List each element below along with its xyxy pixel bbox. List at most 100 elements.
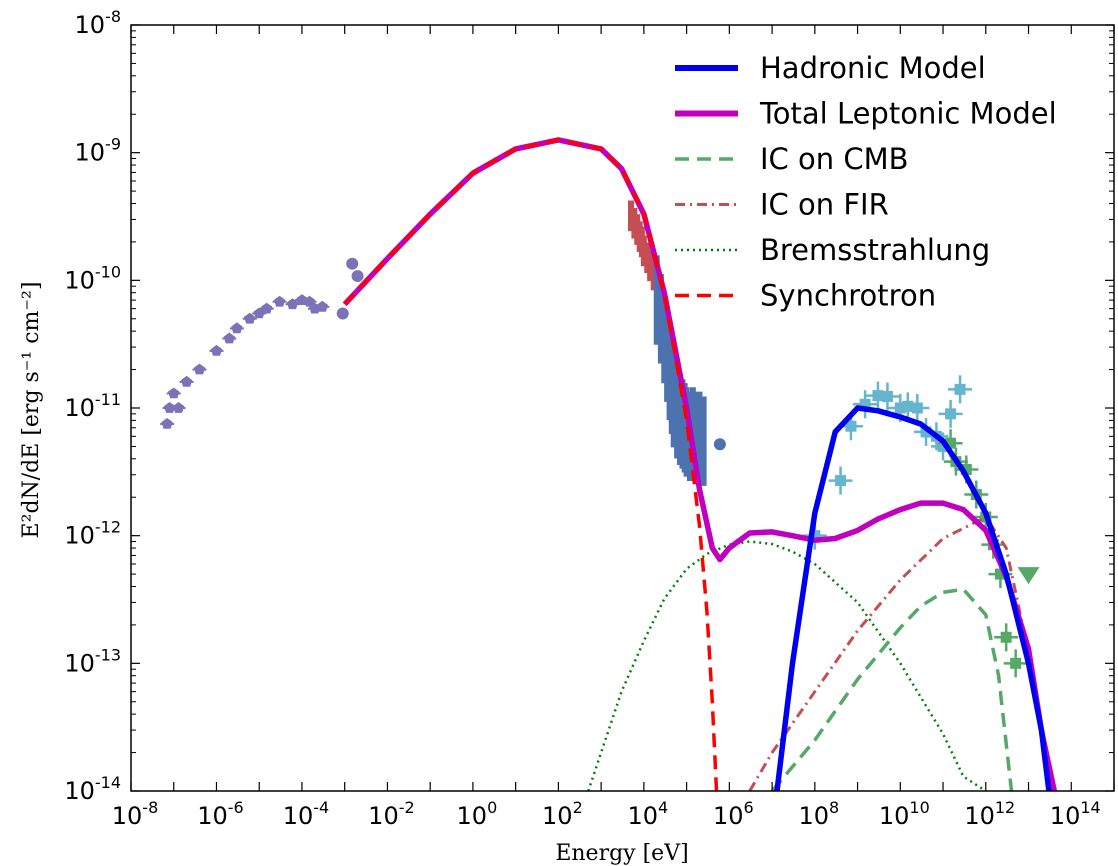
observation-fermi — [802, 375, 973, 550]
tick-exponent: -14 — [95, 773, 121, 792]
x-tick-label: 10-2 — [368, 798, 415, 830]
data-point — [881, 391, 893, 403]
series-hadronic-model — [774, 405, 1052, 791]
observation-xray-point — [713, 438, 726, 451]
tick-base: 10 — [64, 394, 95, 422]
x-tick-label: 1010 — [879, 798, 930, 830]
data-point — [253, 307, 265, 319]
x-tick-label: 10-4 — [283, 798, 330, 830]
tick-exponent: 8 — [829, 798, 839, 817]
x-tick-label: 106 — [713, 798, 754, 830]
legend-label: Synchrotron — [760, 279, 936, 313]
tick-base: 10 — [628, 802, 659, 830]
tick-exponent: 10 — [909, 798, 929, 817]
data-point — [244, 312, 256, 324]
series-synchrotron — [343, 138, 719, 791]
data-point — [945, 437, 957, 449]
x-tick-label: 104 — [628, 798, 669, 830]
x-tick-label: 102 — [542, 798, 583, 830]
y-tick-label: 10-8 — [75, 7, 122, 39]
tick-exponent: 4 — [658, 798, 668, 817]
y-tick-label: 10-13 — [64, 645, 121, 677]
data-point — [168, 387, 180, 399]
data-point — [273, 295, 286, 307]
tick-base: 10 — [75, 11, 106, 39]
y-tick-label: 10-12 — [64, 518, 121, 550]
x-tick-label: 1012 — [964, 798, 1015, 830]
legend: Hadronic Model Total Leptonic Model IC on … — [675, 51, 1057, 313]
data-point — [920, 426, 932, 438]
data-point — [303, 295, 316, 307]
legend-label: IC on CMB — [760, 142, 909, 176]
tick-exponent: -9 — [105, 135, 121, 154]
series-ic-on-cmb — [770, 587, 1014, 791]
observation-radio2 — [336, 257, 364, 320]
observation-radio — [160, 294, 330, 429]
data-point — [163, 402, 176, 413]
data-point — [894, 402, 906, 414]
legend-label: IC on FIR — [760, 188, 889, 222]
data-point — [346, 257, 359, 270]
legend-label: Hadronic Model — [760, 51, 986, 85]
data-point — [231, 322, 243, 334]
data-point — [193, 363, 206, 375]
x-tick-label: 10-8 — [112, 798, 159, 830]
tick-exponent: 6 — [744, 798, 754, 817]
tick-exponent: -10 — [95, 262, 121, 281]
data-point — [1010, 657, 1022, 669]
tick-base: 10 — [112, 802, 143, 830]
tick-base: 10 — [283, 802, 314, 830]
tick-base: 10 — [64, 777, 95, 805]
y-tick-label: 10-11 — [64, 390, 121, 422]
legend-label: Bremsstrahlung — [760, 233, 990, 267]
data-point — [210, 344, 223, 356]
tick-base: 10 — [542, 802, 573, 830]
tick-base: 10 — [64, 266, 95, 294]
tick-base: 10 — [713, 802, 744, 830]
axis-ticks — [130, 24, 1115, 792]
data-point — [172, 402, 185, 413]
x-tick-label: 100 — [457, 798, 498, 830]
tick-exponent: 12 — [995, 798, 1015, 817]
data-point — [859, 398, 871, 410]
tick-base: 10 — [457, 802, 488, 830]
observation-xray-soft — [628, 200, 657, 291]
data-point — [960, 463, 972, 475]
data-point — [336, 307, 349, 320]
data-point — [713, 438, 726, 451]
y-axis-label: E²dN/dE [erg s⁻¹ cm⁻²] — [19, 282, 44, 539]
tick-exponent: -6 — [228, 798, 244, 817]
data-point — [261, 302, 273, 314]
tick-base: 10 — [75, 139, 106, 167]
y-tick-label: 10-14 — [64, 773, 121, 805]
tick-exponent: -4 — [313, 798, 329, 817]
data-point — [316, 300, 329, 312]
data-point — [954, 383, 966, 395]
tick-base: 10 — [879, 802, 910, 830]
plot-background — [131, 25, 1114, 791]
tick-exponent: 0 — [487, 798, 497, 817]
data-point — [835, 475, 847, 487]
data-point — [180, 375, 193, 387]
data-point — [937, 440, 949, 452]
tick-exponent: -12 — [95, 518, 121, 537]
data-point — [1000, 631, 1012, 643]
y-tick-label: 10-10 — [64, 262, 121, 294]
data-point — [809, 530, 821, 542]
tick-exponent: 14 — [1080, 798, 1100, 817]
data-point — [845, 420, 857, 432]
model-curves — [342, 137, 1057, 791]
data-point — [1017, 567, 1040, 585]
observation-hess-upper-limit — [1017, 567, 1040, 585]
tick-exponent: -8 — [105, 7, 121, 26]
data-point — [994, 568, 1006, 580]
data-point — [902, 400, 914, 412]
tick-base: 10 — [368, 802, 399, 830]
tick-base: 10 — [197, 802, 228, 830]
data-point — [161, 418, 173, 429]
data-point — [945, 408, 957, 420]
tick-exponent: -13 — [95, 645, 121, 664]
tick-base: 10 — [64, 649, 95, 677]
